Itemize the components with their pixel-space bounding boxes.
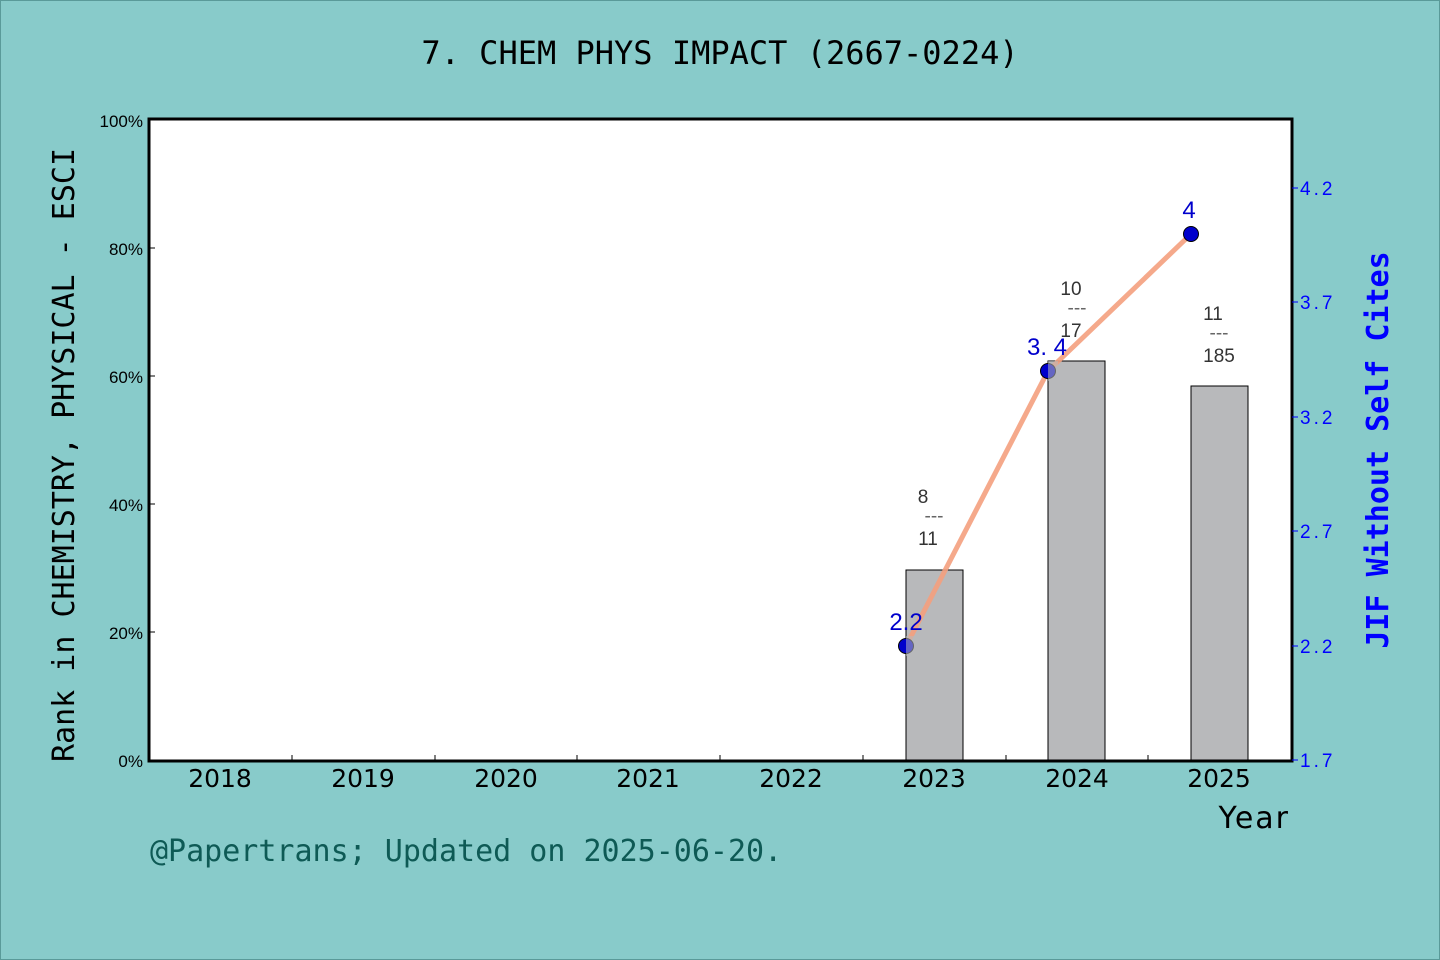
x-tick-2025: 2025 <box>1187 764 1251 793</box>
right-axis-title: JIF Without Self Cites <box>1361 251 1396 648</box>
left-axis <box>149 119 155 761</box>
left-tick-20: 20% <box>109 624 143 643</box>
point-labels: 2.2 3. 4 4 <box>889 197 1195 636</box>
bars <box>905 360 1249 761</box>
footer-credit: @Papertrans; Updated on 2025-06-20. <box>150 834 783 869</box>
chart-title: 7. CHEM PHYS IMPACT (2667-0224) <box>421 34 1019 72</box>
x-tick-2018: 2018 <box>188 764 252 793</box>
right-axis <box>1292 187 1298 761</box>
bar-label-2023-sep: --- <box>925 506 944 527</box>
x-tick-2022: 2022 <box>759 764 823 793</box>
right-axis-labels: 1.7 2.2 2.7 3.2 3.7 4.2 <box>1300 179 1335 772</box>
marker-overlay-2024 <box>1048 361 1058 381</box>
right-tick-1-7: 1.7 <box>1300 751 1335 772</box>
bar-2024[interactable] <box>1047 360 1106 761</box>
left-axis-labels: 0% 20% 40% 60% 80% 100% <box>100 112 143 771</box>
right-tick-3-2: 3.2 <box>1300 408 1335 429</box>
x-axis-labels: 2018 2019 2020 2021 2022 2023 2024 2025 <box>188 764 1251 793</box>
x-tick-2021: 2021 <box>616 764 680 793</box>
x-tick-2020: 2020 <box>474 764 538 793</box>
x-tick-2019: 2019 <box>331 764 395 793</box>
right-tick-4-2: 4.2 <box>1300 179 1335 200</box>
x-tick-2024: 2024 <box>1045 764 1109 793</box>
point-label-2025: 4 <box>1182 197 1195 224</box>
left-tick-80: 80% <box>109 240 143 259</box>
marker-2025[interactable] <box>1183 226 1199 242</box>
left-tick-100: 100% <box>100 112 143 131</box>
bar-label-2024-sep: --- <box>1068 298 1087 319</box>
x-tick-2023: 2023 <box>902 764 966 793</box>
point-label-2023: 2.2 <box>889 609 922 636</box>
right-tick-2-2: 2.2 <box>1300 637 1335 658</box>
left-tick-0: 0% <box>118 752 143 771</box>
bar-2023[interactable] <box>905 569 964 761</box>
plot-area <box>147 117 1294 763</box>
right-tick-3-7: 3.7 <box>1300 293 1335 314</box>
bar-labels: 8 --- 11 10 --- 17 11 --- 185 <box>918 279 1235 550</box>
bar-label-2023-total: 11 <box>918 529 938 550</box>
left-tick-40: 40% <box>109 496 143 515</box>
x-axis-ticks <box>291 755 1149 761</box>
marker-overlay-2023 <box>906 636 916 656</box>
point-label-2024: 3. 4 <box>1027 334 1067 361</box>
bar-label-2023-rank: 8 <box>918 487 929 508</box>
left-axis-title: Rank in CHEMISTRY, PHYSICAL - ESCI <box>47 148 82 762</box>
bar-label-2025-total: 185 <box>1203 346 1235 367</box>
bar-label-2025-sep: --- <box>1210 323 1229 344</box>
right-tick-2-7: 2.7 <box>1300 522 1335 543</box>
bar-label-2024-total: 17 <box>1060 321 1081 342</box>
bar-label-2025-rank: 11 <box>1203 304 1223 325</box>
left-tick-60: 60% <box>109 368 143 387</box>
bar-label-2024-rank: 10 <box>1060 279 1081 300</box>
x-axis-title: Year <box>1217 801 1290 836</box>
bar-2025[interactable] <box>1190 385 1249 761</box>
